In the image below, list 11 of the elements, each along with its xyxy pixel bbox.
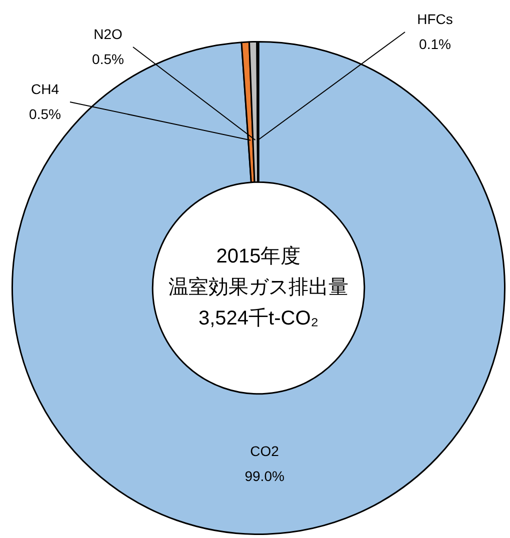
data-label: 0.5%	[29, 106, 61, 122]
text: 2015年度	[216, 246, 301, 268]
slice-label: HFCs	[417, 10, 453, 27]
text: 温室効果ガス排出量	[168, 276, 348, 299]
data-label: 0.5%	[92, 50, 124, 67]
text: 3,524千t-CO₂	[198, 308, 319, 330]
data-label: 99.0%	[244, 468, 284, 484]
slice-label: N2O	[94, 26, 122, 42]
slice-label: CO2	[250, 442, 280, 459]
slice-label: CH4	[30, 80, 60, 97]
data-label: 0.1%	[419, 36, 451, 52]
